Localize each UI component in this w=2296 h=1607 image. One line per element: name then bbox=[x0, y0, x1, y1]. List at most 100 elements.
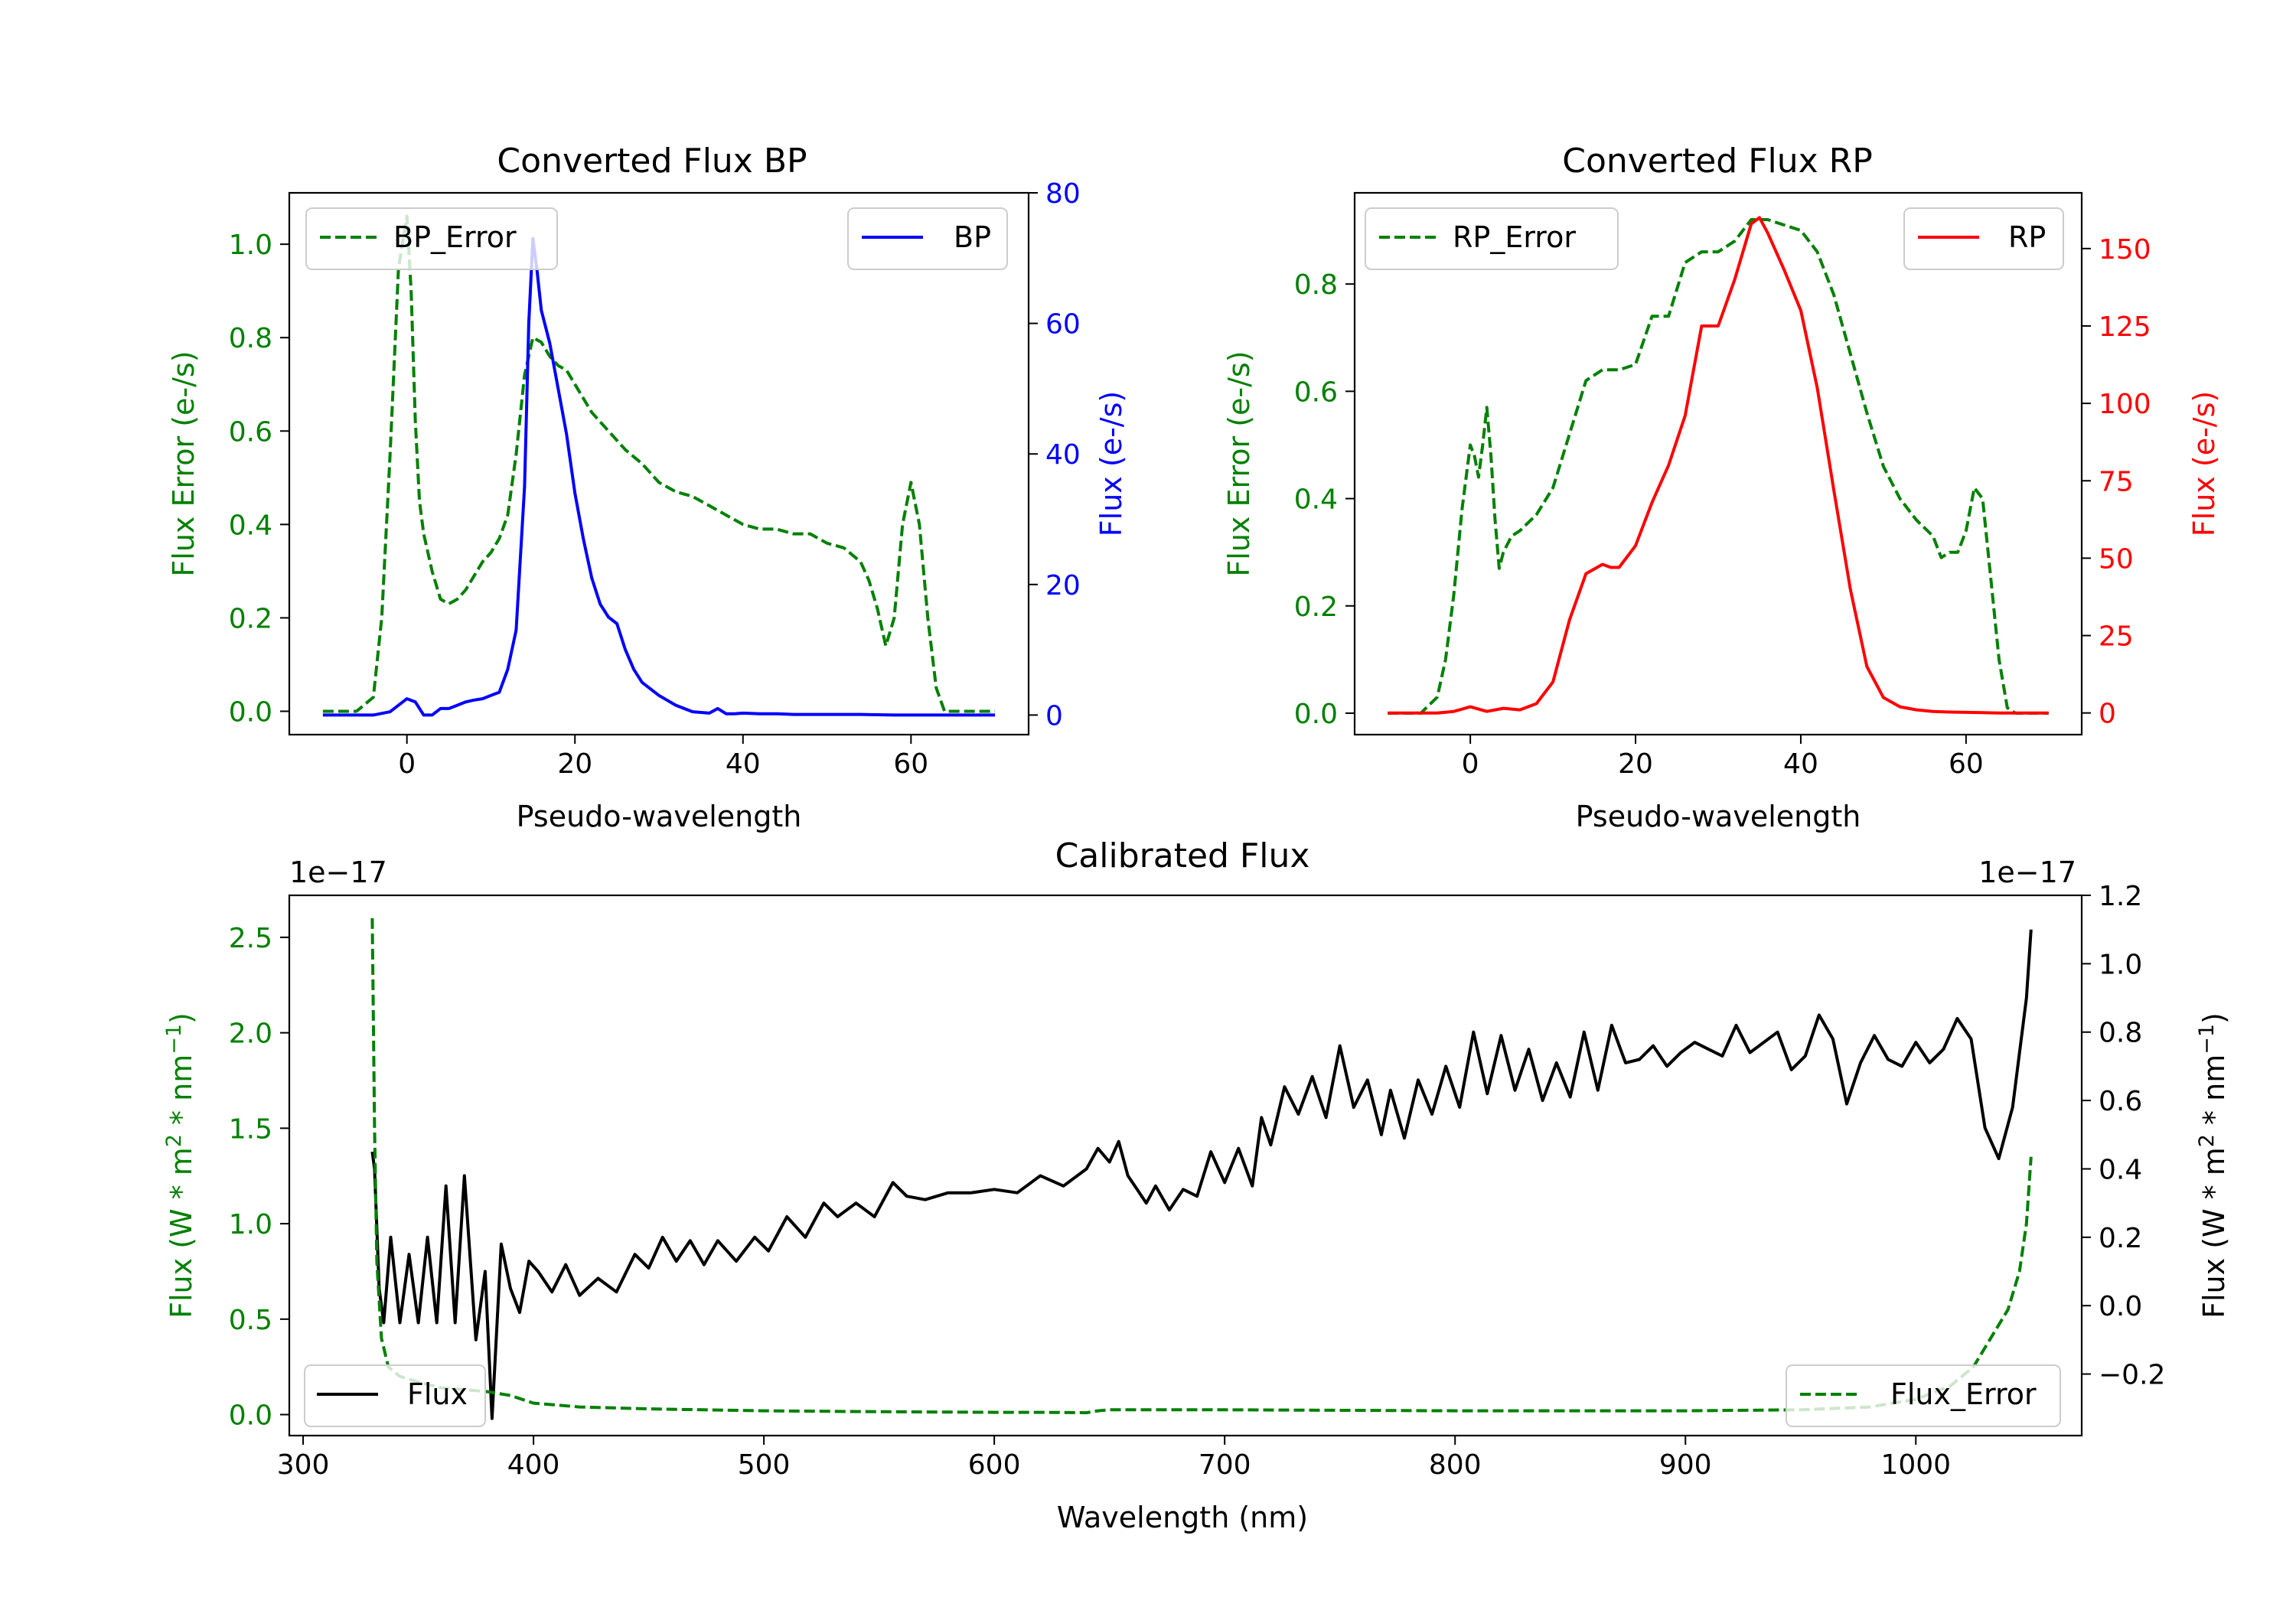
bp-x-ticks: 0 20 40 60 bbox=[398, 735, 928, 780]
cal-left-y-ticks: 0.0 0.5 1.0 1.5 2.0 2.5 bbox=[229, 923, 289, 1432]
cal-right-y-tick-label: 1.0 bbox=[2099, 949, 2142, 980]
rp-x-ticks: 0 20 40 60 bbox=[1462, 735, 1984, 780]
cal-x-tick-label: 600 bbox=[968, 1449, 1021, 1481]
rp-panel: Converted Flux RP 0 20 40 60 0.00.20.40.60.… bbox=[1222, 142, 2221, 833]
rp-series-rp bbox=[1388, 216, 2049, 715]
cal-left-y-tick-label: 2.5 bbox=[229, 923, 272, 954]
bp-right-y-tick-label: 20 bbox=[1045, 570, 1081, 601]
rp-x-axis-label: Pseudo-wavelength bbox=[1576, 800, 1861, 833]
bp-left-y-tick-label: 0.2 bbox=[229, 603, 272, 634]
rp-left-y-ticks: 0.0 0.2 0.4 0.6 0.8 bbox=[1294, 269, 1355, 730]
rp-axes-frame bbox=[1353, 191, 2083, 736]
rp-legend-flux: RP bbox=[1903, 207, 2064, 270]
cal-right-y-tick-label: 0.0 bbox=[2099, 1291, 2142, 1322]
cal-right-y-tick-label: 0.8 bbox=[2099, 1018, 2142, 1049]
cal-left-ylabel-sup1: 2 bbox=[162, 1134, 186, 1147]
rp-plot-lines bbox=[1388, 216, 2049, 715]
bp-series-bp-error bbox=[322, 214, 996, 713]
rp-x-tick-label: 60 bbox=[1949, 748, 1984, 780]
cal-right-ylabel-end: ) bbox=[2197, 1012, 2231, 1024]
rp-left-y-tick-label: 0.2 bbox=[1294, 592, 1338, 623]
cal-left-y-tick-label: 2.0 bbox=[229, 1019, 272, 1050]
bp-left-y-tick-label: 1.0 bbox=[229, 230, 272, 261]
bp-right-y-axis-label: Flux (e-/s) bbox=[1094, 391, 1128, 536]
bp-left-y-tick-label: 0.6 bbox=[229, 416, 272, 448]
rp-right-y-tick-label: 25 bbox=[2099, 621, 2134, 653]
bp-x-axis-label: Pseudo-wavelength bbox=[517, 800, 802, 833]
rp-x-tick-label: 0 bbox=[1462, 748, 1479, 780]
bp-x-tick-label: 60 bbox=[893, 748, 928, 780]
cal-legend-flux: Flux bbox=[304, 1364, 486, 1427]
bp-right-y-tick-label: 80 bbox=[1045, 178, 1081, 210]
cal-left-offset-text: 1e−17 bbox=[289, 856, 387, 889]
cal-left-y-axis-label: Flux (W * m2 * nm−1) bbox=[162, 1012, 198, 1319]
rp-x-tick-label: 20 bbox=[1618, 748, 1653, 780]
cal-x-tick-label: 500 bbox=[738, 1449, 791, 1481]
rp-legend-flux-box bbox=[1903, 207, 2064, 270]
rp-left-y-tick-label: 0.6 bbox=[1294, 376, 1338, 408]
bp-panel: Converted Flux BP 0 20 40 60 0.00.20.40.60.… bbox=[167, 142, 1128, 833]
rp-right-y-tick-label: 125 bbox=[2099, 311, 2151, 343]
cal-legend-error-label: Flux_Error bbox=[1890, 1377, 2037, 1411]
cal-right-y-tick-label: 0.4 bbox=[2099, 1154, 2142, 1185]
bp-x-tick-label: 20 bbox=[557, 748, 592, 780]
rp-x-tick-label: 40 bbox=[1783, 748, 1818, 780]
cal-x-tick-label: 900 bbox=[1659, 1449, 1712, 1481]
cal-right-y-tick-label: 1.2 bbox=[2099, 881, 2142, 912]
cal-left-y-tick-label: 1.5 bbox=[229, 1113, 272, 1145]
cal-x-axis-label: Wavelength (nm) bbox=[1057, 1501, 1308, 1534]
cal-left-ylabel-end: ) bbox=[165, 1012, 198, 1024]
rp-right-y-ticks: 0 25 50 75 100 125 150 bbox=[2082, 234, 2151, 730]
bp-plot-lines bbox=[322, 214, 996, 717]
bp-left-y-tick-label: 0.4 bbox=[229, 510, 272, 541]
rp-left-y-tick-label: 0.0 bbox=[1294, 699, 1338, 730]
cal-legend-error-box bbox=[1786, 1364, 2061, 1427]
cal-right-ylabel-mid: * nm bbox=[2197, 1054, 2231, 1134]
bp-legend-error-label: BP_Error bbox=[393, 220, 517, 254]
bp-legend-flux: BP bbox=[847, 207, 1008, 270]
rp-right-y-axis-label: Flux (e-/s) bbox=[2187, 391, 2221, 536]
cal-right-ylabel-sup2: −1 bbox=[2195, 1024, 2219, 1054]
bp-axes-frame bbox=[288, 191, 1030, 736]
bp-title: Converted Flux BP bbox=[497, 142, 807, 181]
cal-title: Calibrated Flux bbox=[1055, 836, 1310, 875]
bp-series-bp bbox=[322, 236, 996, 717]
cal-series-flux bbox=[370, 929, 2033, 1420]
cal-right-y-tick-label: −0.2 bbox=[2099, 1360, 2165, 1391]
cal-x-tick-label: 700 bbox=[1199, 1449, 1251, 1481]
cal-legend-error: Flux_Error bbox=[1786, 1364, 2061, 1427]
bp-right-y-ticks: 0 20 40 60 80 bbox=[1029, 178, 1081, 732]
bp-left-y-tick-label: 0.8 bbox=[229, 323, 272, 354]
bp-left-y-axis-label: Flux Error (e-/s) bbox=[167, 350, 201, 576]
bp-legend-error: BP_Error bbox=[305, 207, 558, 270]
bp-legend-flux-label: BP bbox=[954, 220, 991, 254]
rp-right-y-tick-label: 0 bbox=[2099, 699, 2116, 730]
cal-x-tick-label: 800 bbox=[1429, 1449, 1482, 1481]
cal-left-ylabel-mid: * nm bbox=[165, 1054, 198, 1134]
bp-legend-error-box bbox=[305, 207, 558, 270]
cal-left-y-tick-label: 0.5 bbox=[229, 1305, 272, 1336]
cal-left-y-tick-label: 0.0 bbox=[229, 1400, 272, 1432]
rp-legend-error-label: RP_Error bbox=[1453, 220, 1576, 254]
cal-x-tick-label: 300 bbox=[277, 1449, 330, 1481]
cal-x-tick-label: 1000 bbox=[1880, 1449, 1951, 1481]
rp-left-y-tick-label: 0.8 bbox=[1294, 269, 1338, 301]
bp-right-y-tick-label: 40 bbox=[1045, 439, 1081, 471]
cal-legend-flux-label: Flux bbox=[407, 1377, 468, 1411]
cal-right-y-axis-label: Flux (W * m2 * nm−1) bbox=[2195, 1012, 2231, 1319]
cal-axes-frame bbox=[288, 894, 2083, 1437]
calibrated-panel: Calibrated Flux 1e−17 1e−17 300 400 500 600… bbox=[162, 836, 2231, 1534]
rp-right-y-tick-label: 50 bbox=[2099, 543, 2134, 575]
rp-left-y-tick-label: 0.4 bbox=[1294, 484, 1338, 516]
rp-legend-error: RP_Error bbox=[1365, 207, 1619, 270]
cal-right-ylabel-base: Flux (W * m bbox=[2197, 1147, 2231, 1319]
rp-legend-error-box bbox=[1365, 207, 1619, 270]
rp-legend-flux-label: RP bbox=[2008, 220, 2046, 254]
bp-x-tick-label: 0 bbox=[398, 748, 416, 780]
cal-legend-flux-box bbox=[304, 1364, 486, 1427]
rp-right-y-tick-label: 75 bbox=[2099, 466, 2134, 497]
bp-right-y-tick-label: 60 bbox=[1045, 309, 1081, 341]
rp-right-y-tick-label: 150 bbox=[2099, 234, 2151, 266]
rp-right-y-tick-label: 100 bbox=[2099, 389, 2151, 420]
cal-right-y-ticks: −0.2 0.0 0.2 0.4 0.6 0.8 1.0 1.2 bbox=[2082, 881, 2165, 1391]
